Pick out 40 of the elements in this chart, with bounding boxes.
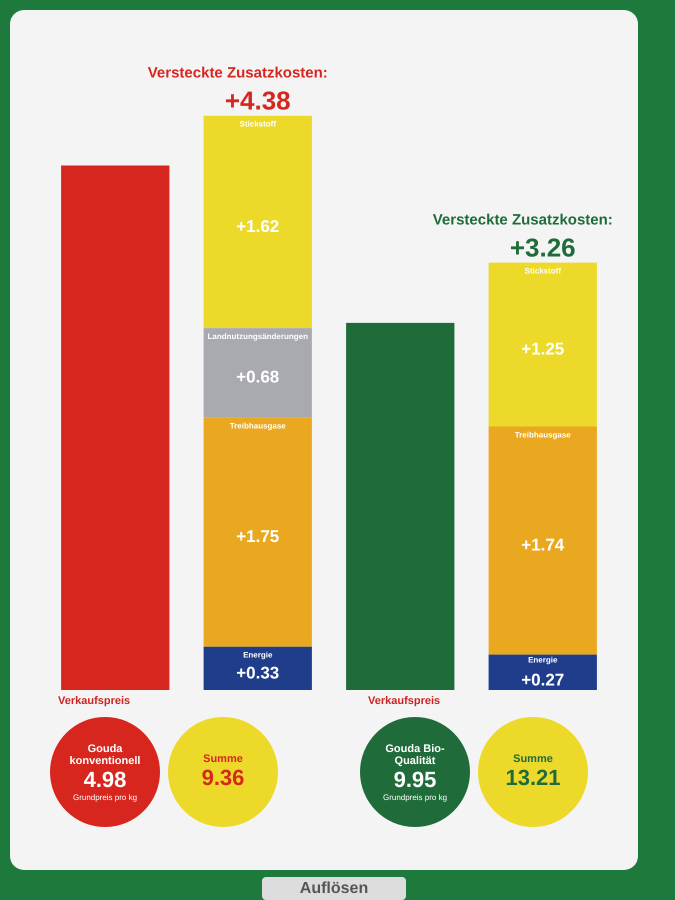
data-label: +1.74 bbox=[521, 536, 565, 555]
text: Grundpreis pro kg bbox=[382, 792, 448, 802]
text: Gouda Bio-Qualität bbox=[384, 742, 446, 766]
bar bbox=[346, 322, 454, 690]
text: Treibhausgase bbox=[514, 430, 571, 440]
data-label: +0.33 bbox=[236, 663, 280, 682]
bar bbox=[488, 262, 597, 426]
text: Gouda konventionell bbox=[68, 742, 142, 766]
text: Auflösen bbox=[262, 877, 406, 900]
text: Verkaufspreis bbox=[368, 695, 442, 707]
text: Stickstoff bbox=[524, 266, 561, 276]
data-label: +0.27 bbox=[521, 670, 564, 690]
annotation: Versteckte Zusatzkosten: bbox=[432, 212, 613, 229]
bar bbox=[488, 654, 597, 690]
bar bbox=[204, 328, 312, 418]
data-label: +1.75 bbox=[236, 527, 280, 546]
data-label: +1.25 bbox=[521, 340, 564, 359]
bar bbox=[204, 116, 312, 328]
series-label: Treibhausgase bbox=[230, 421, 286, 430]
series-label: Stickstoff bbox=[240, 120, 276, 129]
text: 13.21 bbox=[505, 765, 561, 791]
total-label: +4.38 bbox=[224, 86, 291, 116]
total-label: +3.26 bbox=[510, 232, 576, 263]
series-label: Landnutzungsänderungen bbox=[208, 332, 308, 342]
text: Energie bbox=[243, 650, 272, 660]
data-label: +1.62 bbox=[236, 216, 280, 236]
bar bbox=[488, 426, 597, 655]
bar bbox=[61, 166, 170, 690]
text: Versteckte Zusatzkosten: bbox=[148, 64, 328, 82]
series-label: Energie bbox=[528, 655, 558, 664]
text: 9.95 bbox=[394, 766, 436, 792]
text: 9.36 bbox=[202, 765, 244, 791]
text: 4.98 bbox=[84, 766, 126, 792]
text: Summe bbox=[203, 753, 243, 765]
bar bbox=[204, 646, 312, 690]
text: Verkaufspreis bbox=[58, 695, 132, 707]
text: Grundpreis pro kg bbox=[72, 792, 138, 802]
bar bbox=[204, 417, 312, 647]
text: Summe bbox=[513, 753, 553, 765]
data-label: +0.68 bbox=[236, 368, 280, 387]
